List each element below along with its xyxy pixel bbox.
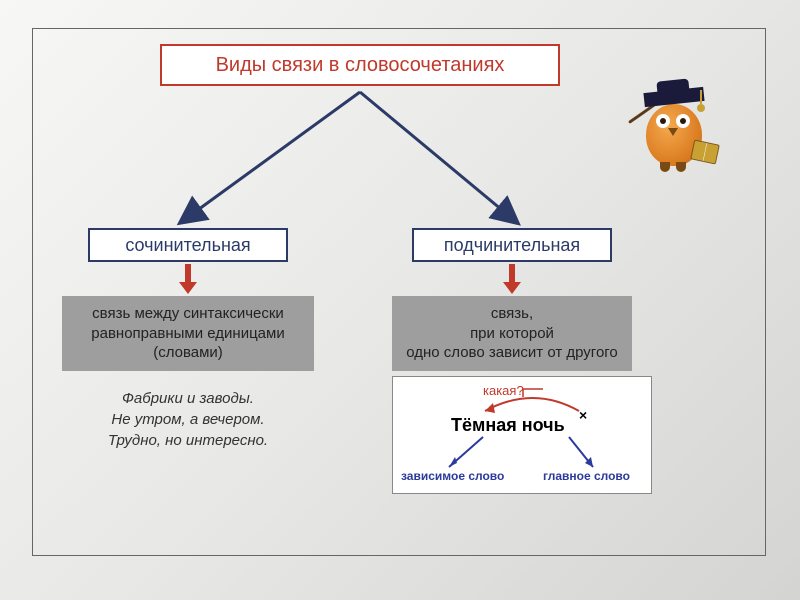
right-desc-line1: связь,	[402, 304, 622, 324]
mini-phrase: Тёмная ночь	[451, 415, 565, 436]
right-desc-line2: при которой	[402, 324, 622, 344]
right-description: связь, при которой одно слово зависит от…	[392, 296, 632, 371]
mini-question: какая?	[483, 383, 524, 398]
mini-cross: ×	[579, 407, 587, 423]
left-branch-box: сочинительная	[88, 228, 288, 262]
owl-icon	[614, 62, 734, 182]
left-description: связь между синтаксически равноправными …	[62, 296, 314, 371]
right-desc-line3: одно слово зависит от другого	[402, 343, 622, 363]
examples-block: Фабрики и заводы. Не утром, а вечером. Т…	[68, 388, 308, 451]
left-down-arrow	[179, 264, 197, 294]
example-line1: Фабрики и заводы.	[68, 388, 308, 409]
mini-dep-label: зависимое слово	[401, 469, 504, 483]
example-line2: Не утром, а вечером.	[68, 409, 308, 430]
right-down-arrow	[503, 264, 521, 294]
left-desc-line2: равноправными единицами	[72, 324, 304, 344]
example-line3: Трудно, но интересно.	[68, 430, 308, 451]
mini-diagram: какая? Тёмная ночь × зависимое слово гла…	[392, 376, 652, 494]
right-branch-box: подчинительная	[412, 228, 612, 262]
left-branch-label: сочинительная	[125, 235, 250, 256]
mini-main-label: главное слово	[543, 469, 630, 483]
left-desc-line1: связь между синтаксически	[72, 304, 304, 324]
left-desc-line3: (словами)	[72, 343, 304, 363]
right-branch-label: подчинительная	[444, 235, 580, 256]
